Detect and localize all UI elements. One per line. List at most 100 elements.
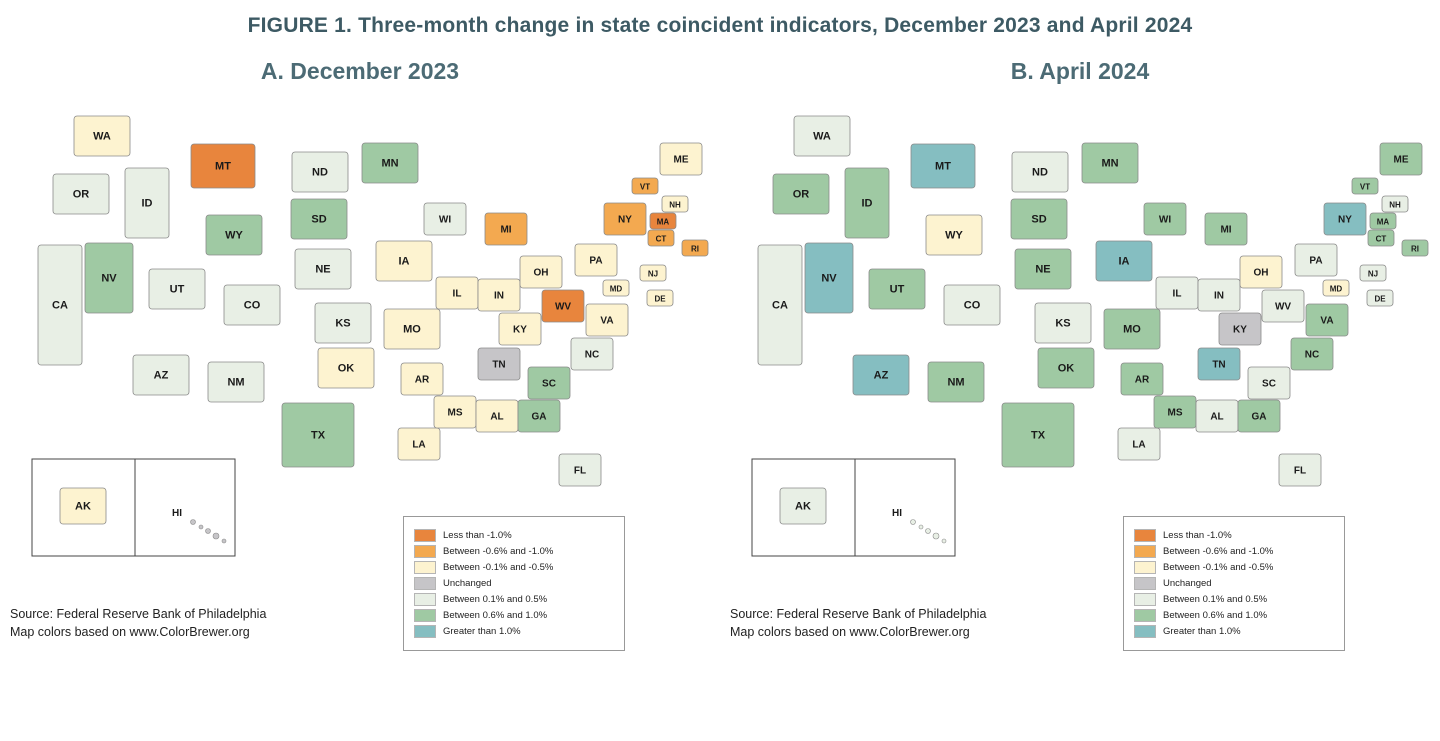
state-label-TN: TN (492, 360, 505, 371)
state-KY: KY (1218, 312, 1262, 346)
state-label-NH: NH (669, 201, 681, 210)
state-label-VA: VA (1320, 316, 1333, 327)
state-OK: OK (1037, 347, 1095, 389)
source-line-2: Map colors based on www.ColorBrewer.org (730, 624, 970, 639)
state-NC: NC (1290, 337, 1334, 371)
state-FL: FL (558, 453, 602, 487)
state-OR: OR (772, 173, 830, 215)
state-WY: WY (925, 214, 983, 256)
legend-label: Between -0.6% and -1.0% (443, 546, 554, 557)
legend-label: Between 0.1% and 0.5% (443, 594, 548, 605)
state-label-ND: ND (1032, 167, 1048, 179)
panel-b-title: B. April 2024 (1010, 58, 1150, 84)
state-label-NY: NY (618, 215, 632, 226)
state-label-KY: KY (513, 325, 527, 336)
state-WI: WI (423, 202, 467, 236)
state-label-WA: WA (813, 131, 831, 143)
legend-label: Between -0.1% and -0.5% (443, 562, 554, 573)
state-label-WV: WV (1275, 302, 1291, 313)
legend-item: Less than -1.0% (1134, 529, 1334, 542)
legend-item: Between 0.6% and 1.0% (414, 609, 614, 622)
state-GA: GA (1237, 399, 1281, 433)
state-DE: DE (646, 289, 674, 307)
state-CA: CA (37, 244, 83, 366)
legend-label: Unchanged (443, 578, 492, 589)
state-label-NM: NM (227, 377, 244, 389)
alaska-hawaii-inset (31, 458, 236, 557)
state-label-SC: SC (1262, 379, 1276, 390)
state-TN: TN (477, 347, 521, 381)
state-NC: NC (570, 337, 614, 371)
legend-swatch (414, 577, 436, 590)
legend-item: Between -0.6% and -1.0% (414, 545, 614, 558)
legend-label: Between 0.6% and 1.0% (1163, 610, 1268, 621)
state-WA: WA (73, 115, 131, 157)
state-MI: MI (1204, 212, 1248, 246)
source-line-1: Source: Federal Reserve Bank of Philadel… (730, 607, 987, 621)
state-AZ: AZ (132, 354, 190, 396)
state-label-CO: CO (964, 300, 981, 312)
state-LA: LA (1117, 427, 1161, 461)
legend-swatch (414, 529, 436, 542)
state-label-OH: OH (1254, 268, 1269, 279)
legend-label: Between 0.1% and 0.5% (1163, 594, 1268, 605)
state-label-NV: NV (101, 273, 117, 285)
state-label-IA: IA (1119, 256, 1130, 268)
legend-swatch (1134, 561, 1156, 574)
state-label-NV: NV (821, 273, 837, 285)
state-IN: IN (1197, 278, 1241, 312)
legend-swatch (1134, 625, 1156, 638)
state-WV: WV (541, 289, 585, 323)
state-WI: WI (1143, 202, 1187, 236)
state-label-MO: MO (403, 324, 421, 336)
state-label-WV: WV (555, 302, 571, 313)
state-label-OR: OR (793, 189, 810, 201)
state-label-AR: AR (1135, 375, 1150, 386)
state-IA: IA (1095, 240, 1153, 282)
legend-b: Less than -1.0% Between -0.6% and -1.0% Be… (1123, 516, 1345, 651)
state-label-MN: MN (381, 158, 398, 170)
state-DE: DE (1366, 289, 1394, 307)
state-label-NY: NY (1338, 215, 1352, 226)
state-label-PA: PA (1309, 256, 1322, 267)
state-ID: ID (844, 167, 890, 239)
state-IA: IA (375, 240, 433, 282)
state-label-DE: DE (1374, 295, 1386, 304)
state-OH: OH (519, 255, 563, 289)
state-UT: UT (868, 268, 926, 310)
state-OR: OR (52, 173, 110, 215)
state-CT: CT (1367, 229, 1395, 247)
state-PA: PA (574, 243, 618, 277)
legend-swatch (414, 625, 436, 638)
state-TX: TX (1001, 402, 1075, 468)
map-april-2024: WA OR CA NV ID MT WY UT CO AZ NM ND SD NE KS OK TX MN IA MO… (751, 115, 1429, 557)
state-label-ME: ME (674, 155, 689, 166)
state-MO: MO (1103, 308, 1161, 350)
state-label-IL: IL (1173, 289, 1182, 300)
state-label-RI: RI (1411, 245, 1419, 254)
source-line-2: Map colors based on www.ColorBrewer.org (10, 624, 250, 639)
state-label-VA: VA (600, 316, 613, 327)
state-HI: HI (172, 508, 227, 544)
legend-item: Between 0.6% and 1.0% (1134, 609, 1334, 622)
legend-a: Less than -1.0% Between -0.6% and -1.0% Be… (403, 516, 625, 651)
state-SD: SD (1010, 198, 1068, 240)
state-label-KS: KS (335, 318, 350, 330)
state-label-FL: FL (1294, 466, 1306, 477)
state-AR: AR (400, 362, 444, 396)
state-AR: AR (1120, 362, 1164, 396)
state-label-WI: WI (1159, 215, 1171, 226)
state-SC: SC (527, 366, 571, 400)
state-label-IA: IA (399, 256, 410, 268)
state-label-MO: MO (1123, 324, 1141, 336)
state-label-NC: NC (585, 350, 599, 361)
state-RI: RI (1401, 239, 1429, 257)
state-IN: IN (477, 278, 521, 312)
state-label-NE: NE (315, 264, 330, 276)
state-VA: VA (585, 303, 629, 337)
state-label-HI: HI (172, 508, 182, 519)
state-label-CO: CO (244, 300, 261, 312)
state-KS: KS (1034, 302, 1092, 344)
legend-item: Between 0.1% and 0.5% (1134, 593, 1334, 606)
state-label-NE: NE (1035, 264, 1050, 276)
